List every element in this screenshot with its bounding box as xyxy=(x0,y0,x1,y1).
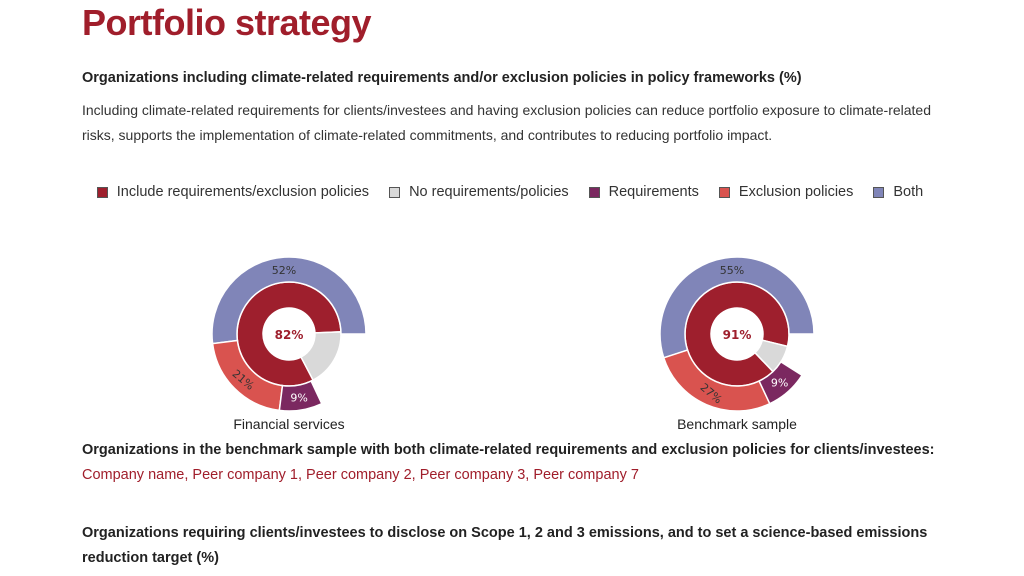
center-label: 91% xyxy=(723,328,752,342)
center-label: 82% xyxy=(275,328,304,342)
benchmark-company-list: Company name, Peer company 1, Peer compa… xyxy=(82,467,639,483)
slice-requirements xyxy=(758,360,804,405)
legend-label-include: Include requirements/exclusion policies xyxy=(116,184,370,200)
benchmark-companies-text: Organizations in the benchmark sample wi… xyxy=(82,438,962,488)
benchmark-label: Organizations in the benchmark sample wi… xyxy=(82,442,935,458)
chart-heading: Organizations including climate-related … xyxy=(82,70,802,86)
label-requirements: 9% xyxy=(290,392,307,405)
chart-caption: Benchmark sample xyxy=(677,416,797,432)
legend-label-both: Both xyxy=(893,184,924,200)
legend-item-both: Both xyxy=(873,184,923,200)
legend-item-exclusion: Exclusion policies xyxy=(718,184,854,200)
chart-caption: Financial services xyxy=(233,416,344,432)
intro-paragraph: Including climate-related requirements f… xyxy=(82,102,932,143)
slice-both xyxy=(211,256,367,345)
chart-legend: Include requirements/exclusion policies … xyxy=(70,184,950,200)
legend-label-exclusion: Exclusion policies xyxy=(738,184,854,200)
label-both: 52% xyxy=(272,264,296,277)
slice-both xyxy=(659,256,815,359)
legend-item-include: Include requirements/exclusion policies xyxy=(96,184,370,200)
legend-swatch-both xyxy=(873,186,885,198)
slice-requirements xyxy=(278,380,323,412)
legend-swatch-none xyxy=(389,186,401,198)
donut-financial-services: 52%21%9%82%Financial services xyxy=(211,256,367,432)
label-both: 55% xyxy=(720,264,744,277)
donut-charts: 52%21%9%82%Financial services 55%27% 9%91… xyxy=(211,256,815,432)
legend-swatch-include xyxy=(96,186,108,198)
legend-label-requirements: Requirements xyxy=(608,184,699,200)
donut-benchmark-sample: 55%27% 9%91%Benchmark sample xyxy=(659,256,815,432)
page-title: Portfolio strategy xyxy=(82,2,372,43)
scope-emissions-heading: Organizations requiring clients/investee… xyxy=(82,525,928,566)
label-requirements: 9% xyxy=(771,376,788,389)
legend-item-none: No requirements/policies xyxy=(389,184,569,200)
legend-swatch-requirements xyxy=(588,186,600,198)
legend-item-requirements: Requirements xyxy=(588,184,699,200)
legend-label-none: No requirements/policies xyxy=(409,184,569,200)
legend-swatch-exclusion xyxy=(718,186,730,198)
